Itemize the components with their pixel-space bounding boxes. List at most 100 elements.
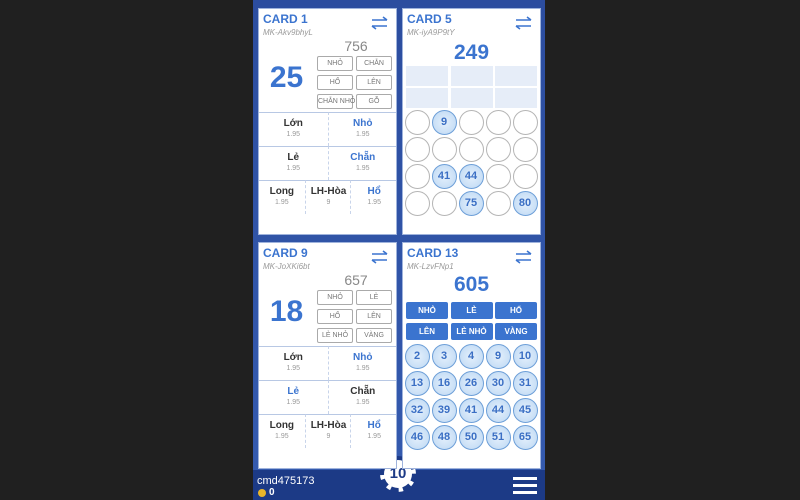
card-code: MK-Akv9bhyL [263,28,313,37]
ball[interactable]: 10 [512,343,538,369]
ball[interactable]: 13 [404,370,430,396]
ball[interactable]: 41 [458,397,484,423]
ball[interactable] [485,163,511,189]
swap-button[interactable] [371,16,389,30]
tag-button[interactable]: LẺ NHỎ [450,323,493,340]
ball[interactable] [431,136,457,162]
bet-cell[interactable]: Chẵn 1.95 [327,146,396,180]
tag: CHẴN [356,56,392,71]
bet-label: Lẻ [287,152,300,163]
ball[interactable] [485,190,511,216]
tag-button[interactable]: NHỎ [406,302,448,319]
tag-button[interactable]: LẺ [450,302,493,319]
card-code: MK-JoXKi6bt [263,262,310,271]
tag: NHỎ [317,56,353,71]
bet-cell[interactable]: Hổ 1.95 [350,180,396,214]
ball[interactable] [512,163,538,189]
ball[interactable]: 31 [512,370,538,396]
ball[interactable] [404,109,430,135]
card-title: CARD 1 [263,12,308,26]
card-code: MK-iyA9P9tY [407,28,455,37]
bet-cell[interactable]: Hổ 1.95 [350,414,396,448]
ball[interactable]: 30 [485,370,511,396]
ball[interactable] [404,190,430,216]
ball[interactable]: 65 [512,424,538,450]
result-number: 18 [269,295,304,328]
tag: LẺ [356,290,392,305]
ball[interactable]: 9 [485,343,511,369]
ball[interactable] [485,136,511,162]
bet-cell[interactable]: Nhỏ 1.95 [327,112,396,146]
bet-cell[interactable]: Long 1.95 [259,180,305,214]
card-title: CARD 9 [263,246,308,260]
ball[interactable] [431,190,457,216]
ball[interactable]: 44 [485,397,511,423]
ball[interactable]: 45 [512,397,538,423]
ball[interactable]: 50 [458,424,484,450]
card: CARD 5 MK-iyA9P9tY 249 9 41 44 75 80 [402,8,541,235]
ball[interactable]: 41 [431,163,457,189]
bet-cell[interactable]: Nhỏ 1.95 [327,346,396,380]
bet-odds: 9 [326,199,331,206]
bet-cell[interactable]: Lớn 1.95 [259,346,328,380]
ball[interactable]: 2 [404,343,430,369]
ball[interactable]: 39 [431,397,457,423]
bet-odds: 1.95 [355,165,370,172]
ball[interactable] [512,136,538,162]
ball[interactable] [458,109,484,135]
ball[interactable]: 44 [458,163,484,189]
bet-label: Chẵn [350,386,376,397]
card-title: CARD 13 [407,246,459,260]
empty-slot [450,88,493,108]
bet-cell[interactable]: Chẵn 1.95 [327,380,396,414]
tag-button[interactable]: VÀNG [495,323,537,340]
coin-count: 0 [269,487,275,498]
empty-slot [495,88,537,108]
bet-label: Lớn [283,118,303,129]
total: 605 [453,273,490,296]
bet-cell[interactable]: LH-Hòa 9 [304,180,351,214]
swap-button[interactable] [515,250,533,264]
menu-button[interactable] [513,477,537,495]
bet-cell[interactable]: Long 1.95 [259,414,305,448]
tag-button[interactable]: HỔ [495,302,537,319]
bet-label: Long [269,420,295,431]
ball[interactable] [404,136,430,162]
tag-button[interactable]: LÊN [406,323,448,340]
bet-cell[interactable]: Lớn 1.95 [259,112,328,146]
bet-cell[interactable]: Lẻ 1.95 [259,146,328,180]
tag: LÊN [356,309,392,324]
ball[interactable]: 3 [431,343,457,369]
swap-button[interactable] [371,250,389,264]
tag: LÊN [356,75,392,90]
ball[interactable] [458,136,484,162]
ball[interactable]: 46 [404,424,430,450]
ball[interactable] [404,163,430,189]
ball[interactable]: 80 [512,190,538,216]
bet-cell[interactable]: LH-Hòa 9 [304,414,351,448]
ball[interactable]: 51 [485,424,511,450]
bet-label: Nhỏ [353,118,373,129]
total: 756 [344,38,368,54]
ball[interactable]: 48 [431,424,457,450]
result-number: 25 [269,61,304,94]
bet-odds: 1.95 [367,199,381,206]
bet-label: Long [269,186,295,197]
tag: CHẴN NHỎ [317,94,355,109]
bet-odds: 9 [326,433,331,440]
ball[interactable]: 75 [458,190,484,216]
tag: NHỎ [317,290,353,305]
ball[interactable]: 16 [431,370,457,396]
tag: VÀNG [356,328,392,343]
ball[interactable] [512,109,538,135]
ball[interactable]: 4 [458,343,484,369]
ball[interactable]: 32 [404,397,430,423]
ball[interactable]: 9 [431,109,457,135]
ball[interactable]: 26 [458,370,484,396]
swap-button[interactable] [515,16,533,30]
bet-odds: 1.95 [286,131,301,138]
bet-cell[interactable]: Lẻ 1.95 [259,380,328,414]
empty-slot [450,66,493,86]
ball[interactable] [485,109,511,135]
